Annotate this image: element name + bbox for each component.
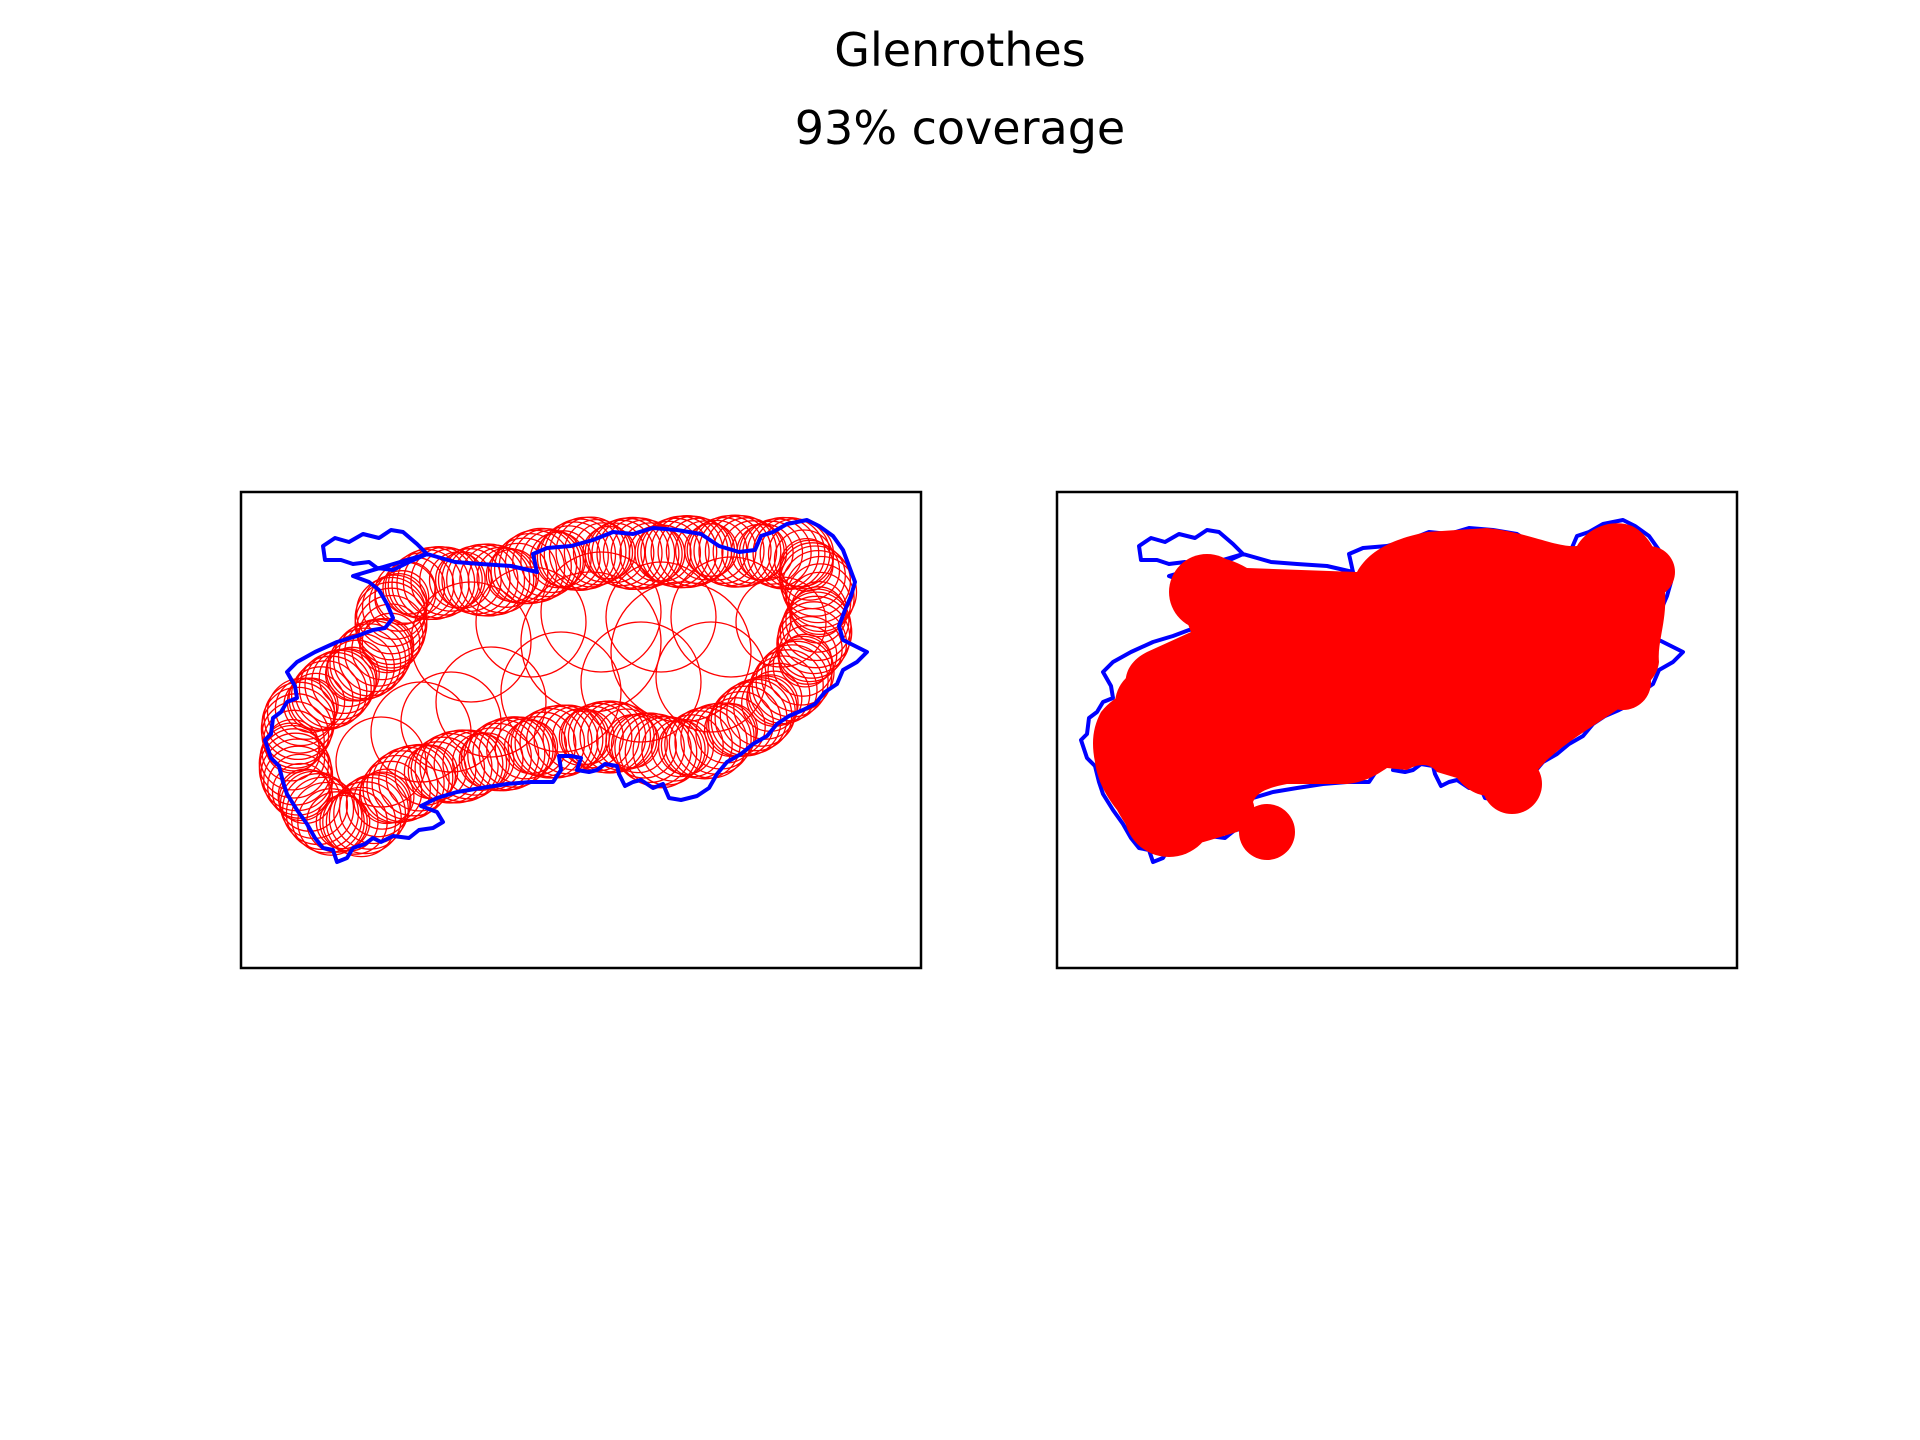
coverage-circle bbox=[410, 581, 532, 703]
coverage-circle bbox=[735, 576, 827, 668]
glenrothes-boundary bbox=[263, 518, 869, 864]
coverage-circle bbox=[698, 514, 772, 588]
coverage-circle bbox=[779, 595, 853, 669]
circles-map-panel bbox=[239, 490, 923, 970]
coverage-circle bbox=[475, 566, 587, 678]
coverage-circle bbox=[434, 551, 493, 609]
coverage-circle bbox=[355, 594, 427, 666]
coverage-circle bbox=[748, 655, 818, 725]
coverage-circle bbox=[529, 531, 587, 589]
coverage-circle bbox=[610, 581, 752, 723]
coverage-circle bbox=[451, 543, 526, 617]
coverage-circle bbox=[660, 714, 724, 778]
coverage-circle bbox=[354, 581, 428, 655]
coverage-circle bbox=[368, 572, 428, 632]
coverage-circle bbox=[514, 707, 586, 779]
coverage-circle bbox=[560, 705, 624, 769]
coverage-circle bbox=[670, 556, 792, 678]
coverage-circle bbox=[619, 522, 683, 586]
coverage-circle bbox=[751, 649, 824, 722]
coverage-circle bbox=[664, 710, 733, 779]
coverage-circle bbox=[333, 776, 407, 850]
coverage-circle bbox=[442, 730, 508, 796]
coverage-circle bbox=[624, 715, 698, 789]
coverage-circle bbox=[520, 571, 662, 713]
coverage-circle bbox=[657, 515, 729, 587]
coverage-circle bbox=[318, 648, 378, 708]
coverage-circle bbox=[789, 586, 847, 644]
coverage-circle bbox=[555, 516, 627, 588]
coverage-circle bbox=[510, 711, 577, 778]
coverage-union bbox=[1093, 523, 1675, 860]
circles-map bbox=[239, 490, 923, 970]
coverage-union-lobe bbox=[1169, 554, 1245, 630]
coverage-circle bbox=[773, 529, 834, 590]
coverage-circle bbox=[650, 515, 724, 589]
coverage-circle bbox=[668, 707, 741, 780]
coverage-circle bbox=[335, 716, 427, 808]
coverage-union-lobe bbox=[1482, 754, 1542, 814]
coverage-circle bbox=[605, 561, 717, 673]
coverage-circle bbox=[610, 519, 680, 589]
coverage-circle bbox=[328, 781, 402, 855]
coverage-circle bbox=[378, 744, 450, 817]
coverage-circle bbox=[636, 520, 702, 585]
coverage-circle bbox=[587, 703, 655, 771]
coverage-circle bbox=[614, 712, 685, 784]
union-map-panel bbox=[1055, 490, 1739, 970]
coverage-circle bbox=[414, 732, 486, 804]
coverage-circle bbox=[419, 548, 483, 612]
coverage-circle bbox=[500, 631, 622, 753]
coverage-circle bbox=[602, 517, 676, 590]
coverage-circle bbox=[337, 620, 410, 693]
coverage-circle bbox=[258, 728, 330, 799]
coverage-circle bbox=[572, 700, 647, 774]
coverage-circle bbox=[322, 789, 388, 855]
coverage-circle bbox=[410, 546, 480, 616]
coverage-circle bbox=[353, 771, 412, 830]
coverage-circle bbox=[572, 522, 634, 583]
coverage-circle bbox=[325, 786, 397, 858]
coverage-union-lobe bbox=[1115, 668, 1187, 740]
coverage-circle bbox=[385, 743, 454, 812]
union-map bbox=[1055, 490, 1739, 970]
coverage-circle bbox=[787, 571, 852, 636]
coverage-circle bbox=[478, 716, 551, 788]
figure-subtitle: 93% coverage bbox=[794, 101, 1126, 155]
coverage-circle bbox=[785, 563, 855, 633]
coverage-union-lobe bbox=[1239, 804, 1295, 860]
coverage-circle bbox=[542, 705, 608, 771]
coverage-circle bbox=[704, 515, 778, 588]
figure-title: Glenrothes bbox=[834, 23, 1086, 77]
coverage-union-lobe bbox=[1623, 546, 1675, 598]
coverage-circle bbox=[580, 621, 702, 743]
coverage-circle bbox=[596, 516, 670, 591]
coverage-union-lobe bbox=[1595, 654, 1651, 710]
coverage-circle bbox=[777, 601, 851, 675]
coverage-circle bbox=[712, 517, 782, 587]
coverage-circle bbox=[459, 544, 531, 616]
coverage-union-lobe bbox=[1124, 767, 1214, 857]
coverage-circle bbox=[345, 772, 411, 838]
coverage-circle bbox=[567, 700, 641, 774]
coverage-circle bbox=[512, 528, 582, 598]
coverage-circle bbox=[655, 621, 767, 733]
coverage-circle bbox=[400, 671, 502, 773]
coverage-circle bbox=[271, 762, 331, 822]
coverage-circle bbox=[540, 551, 662, 673]
coverage-circle bbox=[752, 516, 826, 591]
coverage-circle bbox=[435, 646, 547, 758]
